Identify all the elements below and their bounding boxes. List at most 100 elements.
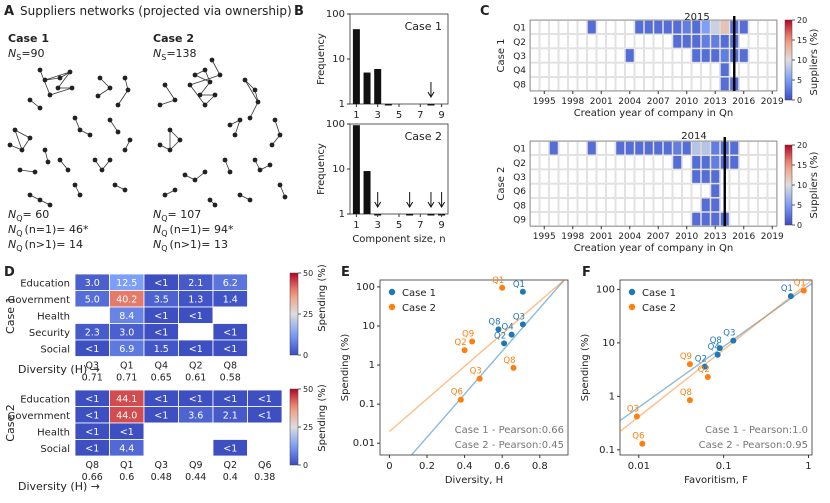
bar	[363, 72, 371, 104]
network-node	[125, 87, 131, 93]
y-tick-label: 1	[339, 99, 345, 110]
panel-d-diversity-label-bottom: Diversity (H) →	[18, 480, 100, 493]
y-tick-label: 10	[602, 338, 615, 349]
heat-cell	[568, 34, 578, 49]
heat-cell	[691, 155, 701, 170]
network-node	[37, 67, 43, 73]
heat-cell	[606, 62, 616, 77]
heat-cell	[596, 20, 606, 34]
heat-cell	[539, 34, 549, 49]
cell-value: 1.3	[188, 294, 203, 305]
table-cell	[178, 323, 214, 341]
heat-cell	[682, 141, 692, 155]
heat-cell	[615, 34, 625, 49]
heat-cell	[539, 212, 549, 226]
data-point	[519, 288, 526, 295]
cbar-c1-tick-label: 5	[797, 76, 802, 85]
network-node	[237, 117, 243, 123]
heat-cell	[691, 20, 701, 34]
network-node	[122, 187, 128, 193]
table-cell	[212, 422, 248, 440]
heat-cell	[710, 212, 720, 226]
y-tick-label: 1	[609, 391, 615, 402]
heat-cell	[606, 198, 616, 212]
heat-cell	[729, 141, 739, 155]
heat-cell	[558, 155, 568, 170]
bar	[427, 104, 435, 106]
heat-cell	[577, 169, 587, 184]
heat-cell	[653, 169, 663, 184]
heat-cell	[710, 62, 720, 77]
data-point	[716, 345, 723, 352]
case2-label: Case 2	[153, 32, 194, 45]
case2-nq1: NQ (n=1)= 94*	[153, 223, 234, 238]
heat-cell	[634, 20, 644, 34]
panel-f-letter: F	[582, 265, 591, 280]
panel-e-letter: E	[341, 265, 350, 280]
heat-cell	[558, 212, 568, 226]
diversity-value: 0.44	[185, 472, 206, 483]
cell-value: <1	[120, 427, 134, 438]
heat-cell	[739, 155, 749, 170]
network-node	[212, 92, 218, 98]
heat-cell	[663, 141, 673, 155]
network-node	[12, 127, 18, 133]
cell-value: <1	[258, 410, 272, 421]
cell-value: <1	[85, 394, 99, 405]
network-node	[282, 194, 288, 200]
heat-frame	[529, 19, 778, 92]
heat-cell	[672, 77, 682, 91]
y-tick-label: 0.1	[359, 399, 375, 410]
cell-value: <1	[223, 344, 237, 355]
panel-c-colorbar-label-top: Suppliers (%)	[809, 28, 820, 95]
heat-cell	[729, 169, 739, 184]
heat-cell	[596, 169, 606, 184]
bar	[352, 29, 360, 105]
heat-cell	[577, 20, 587, 34]
heat-cell	[596, 62, 606, 77]
panel-b-case2-chart: 1 10 100 1 3 5 7 9 Case 2 Frequency Component size…	[316, 119, 449, 245]
x-tick-label: 2010	[675, 97, 698, 107]
x-tick-label: 1998	[561, 97, 584, 107]
data-point	[495, 326, 502, 333]
cbar-c2-tick-label: 5	[797, 201, 802, 210]
pearson-annotation: Case 2 - Pearson:0.95	[699, 440, 808, 451]
heat-cell	[549, 212, 559, 226]
network-node	[92, 157, 98, 163]
diversity-value: 0.71	[82, 373, 103, 384]
heat-cell	[625, 62, 635, 77]
heat-cell	[767, 155, 777, 170]
data-point	[519, 321, 526, 328]
network-node	[72, 115, 78, 121]
row-label: Q3	[513, 173, 526, 183]
heat-cell	[644, 155, 654, 170]
heat-cell	[710, 77, 720, 91]
heat-cell	[701, 48, 711, 63]
heat-cell	[739, 141, 749, 155]
heat-cell	[663, 77, 673, 91]
heat-cell	[606, 212, 616, 226]
heat-cell	[653, 20, 663, 34]
bar	[363, 171, 371, 214]
heat-cell	[758, 141, 768, 155]
heat-cell	[596, 48, 606, 63]
network-edge	[199, 81, 211, 96]
heat-cell	[615, 77, 625, 91]
network-node	[197, 92, 203, 98]
x-tick-label: 1995	[533, 97, 556, 107]
network-node	[212, 202, 218, 208]
panel-a-letter: A	[4, 4, 14, 19]
heat-cell	[577, 34, 587, 49]
cbar-d2-tick-label: 0	[303, 461, 308, 470]
cbar-d1-bar	[289, 272, 299, 356]
pearson-annotation: Case 1 - Pearson:1.0	[705, 425, 808, 436]
heat-cell	[625, 34, 635, 49]
network-edge	[14, 129, 23, 151]
network-node	[27, 135, 33, 141]
cbar-c2-tick-label: 10	[797, 181, 807, 190]
x-axis-label: Creation year of company in Qn	[574, 243, 734, 254]
heat-cell	[615, 212, 625, 226]
heat-cell	[739, 169, 749, 184]
heat-cell	[748, 198, 758, 212]
